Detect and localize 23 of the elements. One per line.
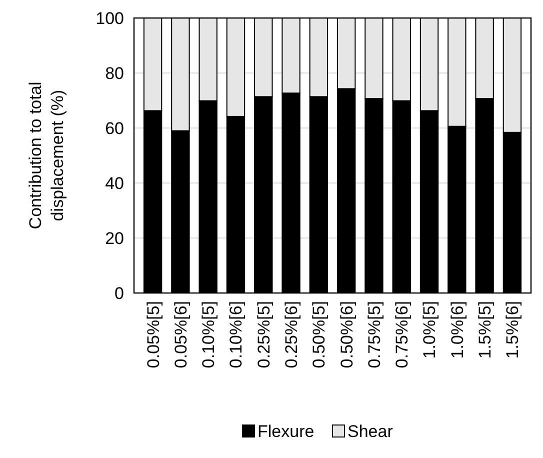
y-tick-label: 0 (114, 284, 124, 303)
x-tick-label: 0.10%[6] (226, 301, 246, 368)
y-tick-label: 20 (105, 228, 124, 248)
x-tick-label: 0.75%[5] (364, 301, 384, 368)
x-tick-label: 0.25%[6] (282, 301, 301, 368)
x-tick-label: 0.25%[5] (254, 301, 274, 368)
x-tick-label: 0.10%[5] (199, 301, 218, 368)
x-tick-label: 1.0%[6] (448, 301, 467, 359)
x-tick-label: 1.5%[5] (476, 301, 495, 359)
x-tick-label: 0.05%[5] (144, 301, 163, 368)
x-tick-label: 1.0%[5] (420, 301, 440, 359)
x-tick-label: 1.5%[6] (503, 301, 522, 359)
x-tick-label: 0.50%[5] (310, 301, 329, 368)
x-tick-label: 0.05%[6] (171, 301, 190, 368)
y-tick-label: 40 (105, 174, 124, 193)
y-tick-label: 80 (105, 64, 124, 83)
legend-label: Shear (348, 422, 394, 441)
y-tick-label: 60 (105, 118, 124, 138)
x-tick-label: 0.50%[6] (337, 301, 356, 368)
y-tick-label: 100 (96, 8, 124, 28)
y-axis-title: Contribution to total displacement (%) (26, 82, 67, 230)
x-tick-label: 0.75%[6] (392, 301, 412, 368)
legend-label: Flexure (258, 422, 314, 441)
